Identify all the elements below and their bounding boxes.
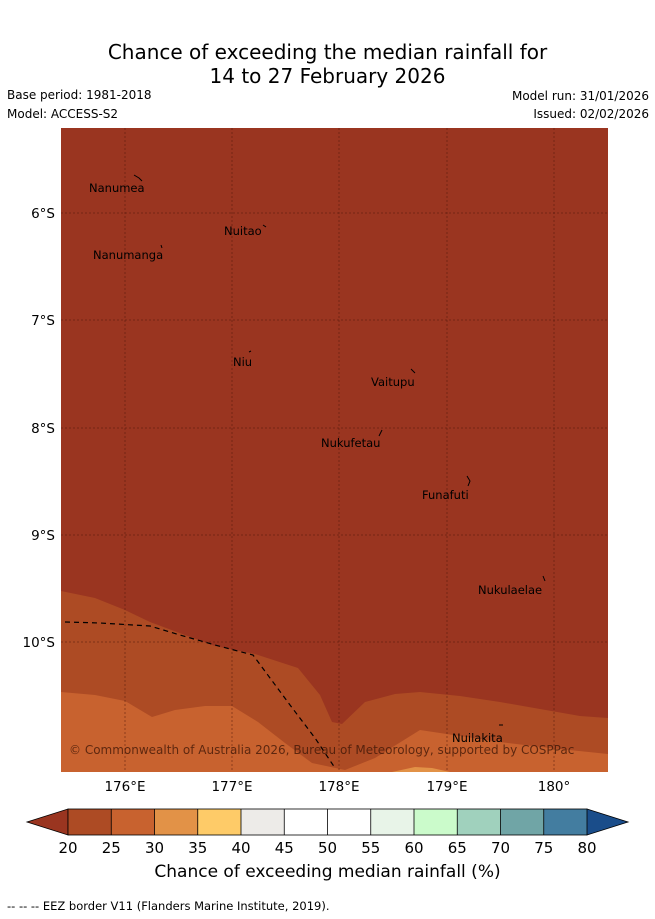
eez-footnote: -- -- -- EEZ border V11 (Flanders Marine… <box>7 899 330 913</box>
lon-label: 177°E <box>211 779 252 795</box>
place-label-nuilakita: Nuilakita <box>452 731 503 745</box>
lon-label: 176°E <box>104 779 145 795</box>
band-25-30 <box>61 692 608 772</box>
colorbar-over-arrow <box>586 808 630 836</box>
place-label-niu: Niu <box>233 355 252 369</box>
colorbar-segment <box>543 809 588 835</box>
place-label-funafuti: Funafuti <box>422 488 469 502</box>
copyright-text: © Commonwealth of Australia 2026, Bureau… <box>69 743 574 757</box>
colorbar-segment <box>500 809 545 835</box>
island-outlines <box>133 174 546 726</box>
issued-date: Issued: 02/02/2026 <box>533 107 649 121</box>
rainfall-map: Nanumea Nuitao Nanumanga Niu Vaitupu Nuk… <box>23 128 630 857</box>
colorbar-tick-label: 30 <box>145 839 164 857</box>
place-label-vaitupu: Vaitupu <box>371 375 415 389</box>
band-30-35 <box>392 767 450 772</box>
colorbar-title: Chance of exceeding median rainfall (%) <box>154 862 501 882</box>
colorbar-segment <box>327 809 372 835</box>
longitude-labels: 176°E 177°E 178°E 179°E 180° <box>104 779 570 795</box>
colorbar-segment <box>284 809 328 835</box>
lat-label: 8°S <box>31 421 55 437</box>
title-line-1: Chance of exceeding the median rainfall … <box>107 40 548 64</box>
colorbar-tick-label: 75 <box>534 839 553 857</box>
colorbar-tick-label: 25 <box>102 839 121 857</box>
island-vaitupu-icon <box>410 368 416 374</box>
island-nukulaelae-icon <box>542 575 546 582</box>
island-funafuti-icon <box>466 475 471 487</box>
island-niu-icon <box>248 350 252 353</box>
colorbar-segment <box>241 809 285 835</box>
lat-label: 9°S <box>31 528 55 544</box>
graticule <box>61 128 608 772</box>
lat-label: 7°S <box>31 313 55 329</box>
colorbar-tick-label: 45 <box>275 839 294 857</box>
map-title: Chance of exceeding the median rainfall … <box>0 40 655 88</box>
island-nanumea-icon <box>133 174 143 182</box>
latitude-labels: 6°S 7°S 8°S 9°S 10°S <box>23 206 56 651</box>
colorbar-segment <box>370 809 415 835</box>
colorbar-tick-label: 20 <box>58 839 77 857</box>
lat-label: 10°S <box>23 635 56 651</box>
colorbar-segment <box>68 809 112 835</box>
lon-label: 180° <box>538 779 571 795</box>
base-period: Base period: 1981-2018 <box>7 88 152 102</box>
lon-label: 178°E <box>318 779 359 795</box>
colorbar-ticks: 20 25 30 35 40 45 50 55 60 65 70 75 80 <box>58 839 596 857</box>
colorbar-tick-label: 80 <box>577 839 596 857</box>
model-name: Model: ACCESS-S2 <box>7 107 119 121</box>
model-run: Model run: 31/01/2026 <box>511 89 649 103</box>
colorbar-segment <box>197 809 242 835</box>
colorbar-under-arrow <box>25 808 69 836</box>
map-area: Nanumea Nuitao Nanumanga Niu Vaitupu Nuk… <box>61 128 608 772</box>
eez-border <box>64 621 336 769</box>
island-nanumanga-icon <box>160 244 163 249</box>
title-line-2: 14 to 27 February 2026 <box>209 64 446 88</box>
place-label-nukufetau: Nukufetau <box>321 436 380 450</box>
colorbar: 20 25 30 35 40 45 50 55 60 65 70 75 80 <box>25 808 630 857</box>
place-label-nukulaelae: Nukulaelae <box>478 583 542 597</box>
lon-label: 179°E <box>426 779 467 795</box>
colorbar-tick-label: 50 <box>318 839 337 857</box>
colorbar-segments <box>68 809 588 835</box>
place-labels: Nanumea Nuitao Nanumanga Niu Vaitupu Nuk… <box>89 181 542 745</box>
colorbar-segment <box>154 809 199 835</box>
colorbar-segment <box>457 809 501 835</box>
lat-label: 6°S <box>31 206 55 222</box>
colorbar-tick-label: 60 <box>404 839 423 857</box>
island-nukufetau-icon <box>378 429 383 437</box>
colorbar-tick-label: 70 <box>491 839 510 857</box>
colorbar-tick-label: 40 <box>231 839 250 857</box>
colorbar-frame <box>67 808 588 836</box>
colorbar-tick-label: 35 <box>188 839 207 857</box>
colorbar-tick-label: 65 <box>448 839 467 857</box>
colorbar-segment <box>111 809 155 835</box>
place-label-nanumanga: Nanumanga <box>93 248 163 262</box>
colorbar-tick-label: 55 <box>361 839 380 857</box>
place-label-nanumea: Nanumea <box>89 181 145 195</box>
island-nuitao-icon <box>262 224 267 228</box>
colorbar-segment <box>414 809 458 835</box>
place-label-nuitao: Nuitao <box>224 224 262 238</box>
